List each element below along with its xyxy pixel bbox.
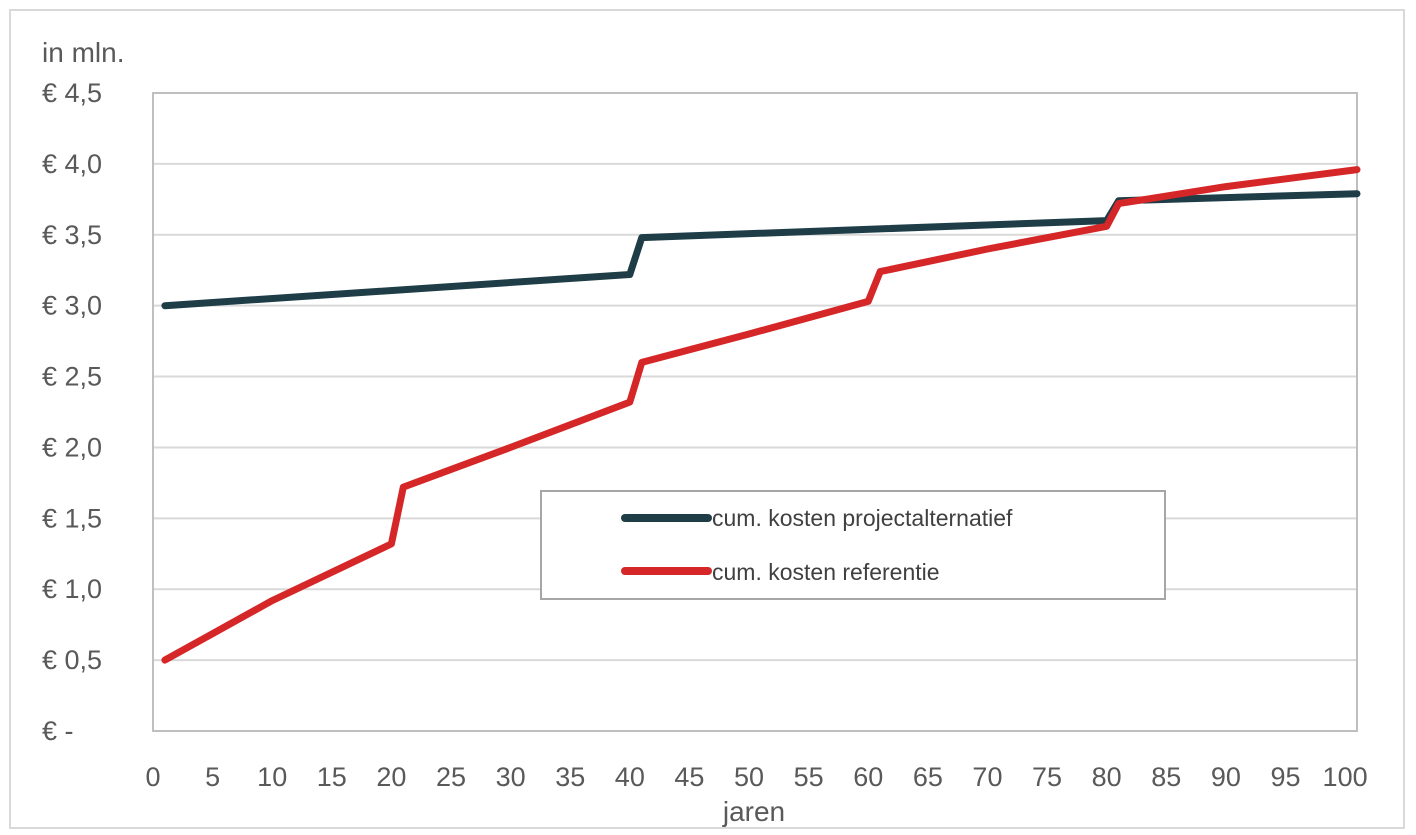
x-tick-label: 20 (376, 762, 406, 792)
series-lines (161, 166, 1361, 664)
y-tick-label: € 2,5 (42, 362, 102, 392)
series-line-0 (161, 190, 1361, 310)
y-axis-label: in mln. (42, 37, 124, 68)
x-tick-label: 45 (674, 762, 704, 792)
y-tick-label: € 4,0 (42, 149, 102, 179)
legend-box (540, 490, 1166, 600)
y-tick-label: € - (42, 716, 74, 746)
x-tick-label: 15 (317, 762, 347, 792)
x-axis-label: jaren (722, 796, 785, 827)
y-tick-label: € 1,5 (42, 503, 102, 533)
x-tick-label: 35 (555, 762, 585, 792)
y-tick-label: € 3,0 (42, 291, 102, 321)
y-tick-label: € 2,0 (42, 432, 102, 462)
x-tick-label: 75 (1032, 762, 1062, 792)
gridlines (153, 92, 1357, 732)
y-tick-labels: € - € 0,5 € 1,0 € 1,5 € 2,0 € 2,5 € 3,0 € 3,5 € … (42, 78, 102, 746)
x-tick-label: 60 (853, 762, 883, 792)
x-tick-label: 100 (1323, 762, 1368, 792)
x-tick-label: 50 (734, 762, 764, 792)
x-tick-label: 70 (972, 762, 1002, 792)
x-tick-label: 25 (436, 762, 466, 792)
x-tick-label: 40 (615, 762, 645, 792)
y-tick-label: € 3,5 (42, 220, 102, 250)
x-tick-label: 10 (257, 762, 287, 792)
y-tick-label: € 4,5 (42, 78, 102, 108)
legend-label-projectalternatief: cum. kosten projectalternatief (712, 505, 1013, 531)
legend: cum. kosten projectalternatief cum. kost… (540, 490, 1166, 600)
chart-frame (9, 9, 1405, 829)
x-tick-labels: 0 5 10 15 20 25 30 35 40 45 50 55 60 65 70 75 80 85 90 95 10… (145, 762, 1367, 792)
plot-area (152, 92, 1358, 732)
x-tick-label: 90 (1211, 762, 1241, 792)
x-tick-label: 95 (1270, 762, 1300, 792)
x-tick-label: 85 (1151, 762, 1181, 792)
y-tick-label: € 0,5 (42, 645, 102, 675)
x-tick-label: 55 (794, 762, 824, 792)
series-line-1 (161, 166, 1361, 664)
x-tick-label: 65 (913, 762, 943, 792)
legend-label-referentie: cum. kosten referentie (712, 559, 940, 585)
x-tick-label: 30 (496, 762, 526, 792)
y-tick-label: € 1,0 (42, 574, 102, 604)
x-tick-label: 5 (205, 762, 220, 792)
x-tick-label: 80 (1092, 762, 1122, 792)
x-tick-label: 0 (145, 762, 160, 792)
